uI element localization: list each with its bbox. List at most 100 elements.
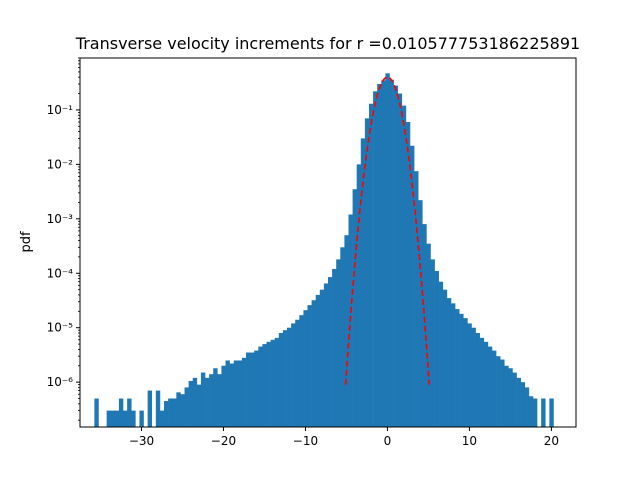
histogram-bar	[385, 73, 390, 428]
x-tick-label: −10	[293, 434, 318, 448]
histogram-bar	[352, 189, 357, 427]
histogram-bar	[225, 360, 230, 427]
histogram-bar	[442, 289, 448, 427]
y-axis: 10⁻⁶ 10⁻⁵ 10⁻⁴ 10⁻³ 10⁻² 10⁻¹	[47, 57, 80, 421]
histogram-bar	[459, 313, 464, 427]
histogram-bar	[229, 363, 235, 427]
histogram-bar	[176, 392, 181, 427]
y-tick-label: 10⁻⁴	[47, 266, 74, 280]
histogram-bar	[500, 359, 505, 427]
gaussian-fit-layer	[344, 76, 431, 385]
histogram-bar	[430, 259, 435, 427]
histogram-bar	[262, 344, 267, 427]
histogram-bar	[287, 327, 292, 427]
histogram-bar	[450, 303, 456, 427]
histogram-bar	[377, 83, 382, 427]
x-tick-label: −20	[211, 434, 236, 448]
y-tick-label: 10⁻⁵	[47, 321, 74, 335]
x-axis: −30 −20 −10 0 10 20	[129, 427, 559, 448]
histogram-bar	[479, 337, 485, 427]
histogram-bar	[393, 85, 398, 428]
histogram-bar	[340, 247, 345, 427]
histogram-bar	[360, 138, 366, 427]
histogram-bar	[213, 368, 218, 427]
histogram-bar	[311, 300, 316, 427]
histogram-bar	[106, 410, 112, 427]
histogram-bar	[315, 294, 321, 427]
histogram-bar	[323, 283, 329, 427]
histogram-bar	[209, 374, 214, 427]
histogram-bar	[307, 305, 312, 427]
histogram-bar	[528, 396, 534, 427]
histogram-bar	[512, 372, 517, 427]
histogram-bar	[246, 352, 251, 427]
histogram-bar	[131, 410, 136, 427]
histogram-bar	[356, 164, 362, 427]
histogram-bar	[184, 387, 189, 427]
histogram-bar	[94, 398, 99, 427]
histogram-bar	[118, 398, 124, 427]
histogram-bar	[414, 171, 419, 427]
plot-frame	[79, 57, 577, 428]
histogram-bar	[487, 346, 493, 427]
histogram-bar	[422, 224, 427, 427]
histogram-bar	[233, 360, 239, 427]
histogram-bar	[541, 398, 546, 427]
histogram-bar	[188, 380, 194, 427]
histogram-bar	[364, 118, 370, 427]
histogram-bar	[295, 319, 300, 427]
histogram-bar	[434, 271, 439, 427]
histogram-bar	[303, 310, 308, 427]
histogram-bar	[491, 350, 497, 427]
histogram-bar	[328, 277, 333, 427]
histogram-bar	[467, 323, 472, 427]
y-axis-label: pdf	[19, 231, 34, 253]
histogram-bar	[114, 410, 120, 427]
histogram-bar	[270, 339, 276, 427]
histogram-bar	[278, 332, 284, 427]
histogram-bar	[426, 243, 431, 427]
histogram-bar	[520, 382, 526, 427]
histogram-bar	[196, 384, 202, 427]
histogram-bar	[110, 410, 116, 427]
histogram-bar	[139, 410, 144, 427]
histogram-bar	[524, 387, 530, 427]
histogram-bar	[254, 350, 259, 427]
histogram-bar	[168, 398, 173, 427]
histogram-bars	[94, 73, 554, 428]
histogram-bar	[299, 315, 304, 427]
histogram-bar	[405, 122, 411, 427]
histogram-bar	[291, 323, 296, 427]
histogram-bar	[508, 368, 513, 427]
histogram-bar	[205, 377, 210, 427]
histogram-bar	[483, 341, 489, 427]
histogram-bar	[332, 268, 337, 427]
histogram-bar	[475, 332, 480, 427]
y-tick-label: 10⁻³	[47, 212, 74, 226]
histogram-bar	[344, 235, 349, 427]
y-tick-label: 10⁻²	[47, 157, 74, 171]
histogram-bar	[180, 394, 185, 427]
histogram-bar	[123, 410, 128, 427]
histogram-bar	[549, 398, 554, 427]
histogram-bar	[418, 200, 423, 427]
histogram-bar	[258, 346, 263, 427]
histogram-bar	[241, 357, 247, 427]
histogram-bar	[336, 259, 341, 427]
histogram-bar	[127, 398, 132, 427]
histogram-bar	[401, 105, 407, 427]
histogram-bar	[155, 390, 161, 427]
histogram-bar	[446, 298, 452, 427]
histogram-bar	[192, 377, 198, 427]
histogram-bar	[274, 337, 280, 427]
histogram-bar	[282, 330, 288, 427]
histogram-bar	[455, 309, 460, 427]
histogram-bar	[159, 410, 165, 427]
histogram-bar	[221, 365, 226, 427]
histogram-bar	[496, 356, 501, 427]
histogram-bar	[438, 281, 444, 427]
histogram-bar	[409, 145, 415, 427]
x-tick-label: 0	[384, 434, 392, 448]
histogram-bar	[504, 365, 509, 427]
histogram-bar	[368, 103, 374, 427]
